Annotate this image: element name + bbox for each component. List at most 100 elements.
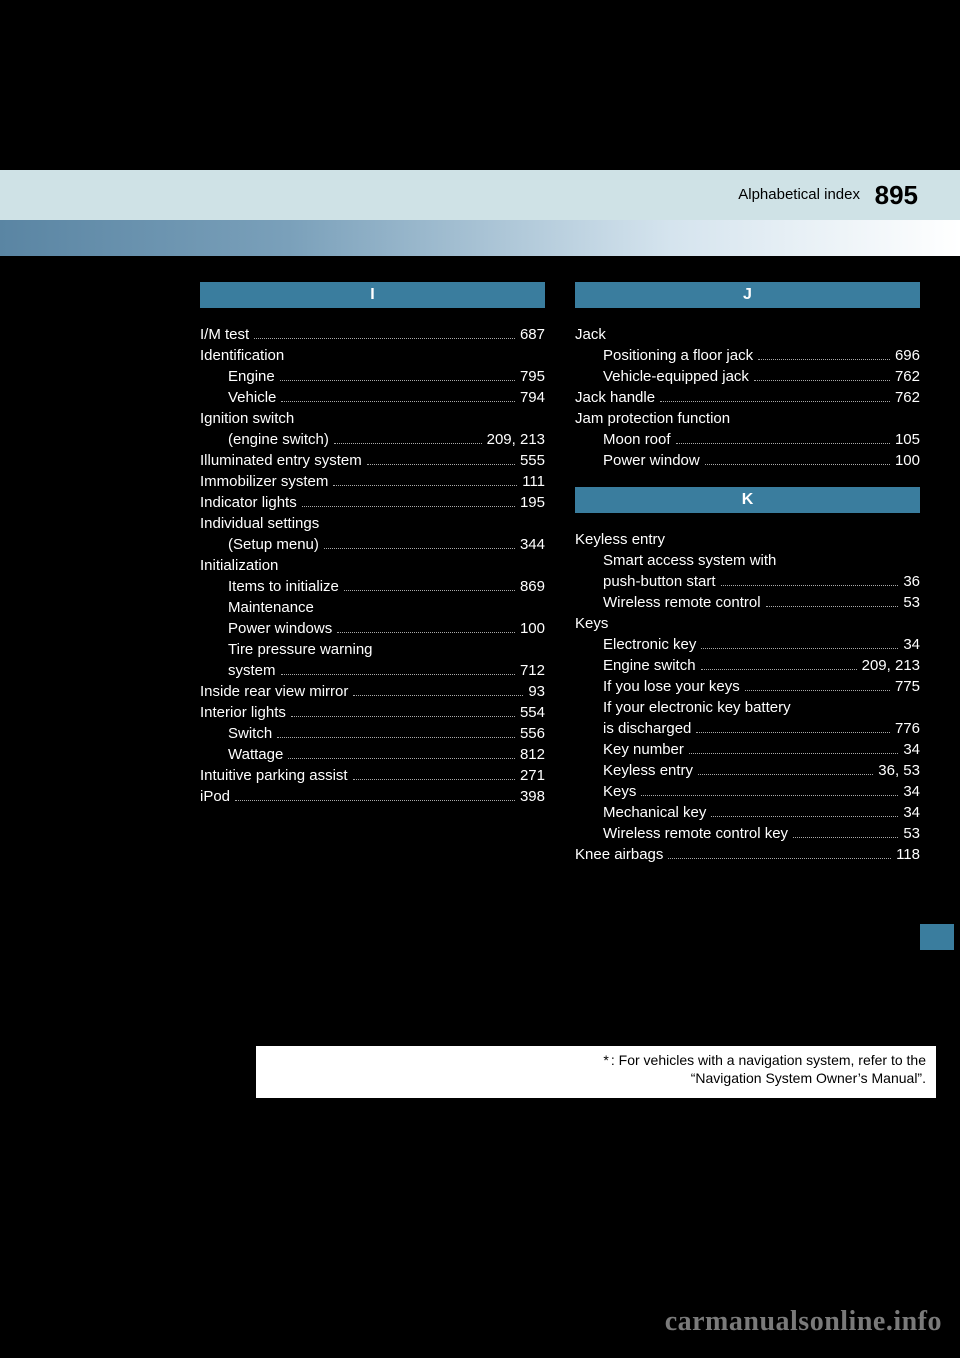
index-subentry: Power window 100	[575, 450, 920, 471]
index-label: Smart access system with	[603, 550, 776, 571]
leader-dots	[337, 632, 515, 633]
index-page-ref: 100	[895, 450, 920, 471]
index-label: Keyless entry	[575, 529, 665, 550]
index-page-ref: 53	[903, 823, 920, 844]
index-subentry: If you lose your keys775	[575, 676, 920, 697]
index-subentry: Wattage 812	[200, 744, 545, 765]
index-entry: Keys	[575, 613, 920, 634]
leader-dots	[721, 585, 899, 586]
index-entry: Initialization	[200, 555, 545, 576]
header-page-number: 895	[875, 180, 918, 211]
content-area: I I/M test687IdentificationEngine795Vehi…	[0, 256, 960, 1046]
index-page-ref: 36, 53	[878, 760, 920, 781]
index-page-ref: 555	[520, 450, 545, 471]
index-label: Jam protection function	[575, 408, 730, 429]
index-page-ref: 93	[528, 681, 545, 702]
index-page-ref: 209, 213	[862, 655, 920, 676]
index-subentry: push-button start36	[575, 571, 920, 592]
index-subentry: Engine 795	[200, 366, 545, 387]
index-subentry: Vehicle-equipped jack762	[575, 366, 920, 387]
leader-dots	[302, 506, 515, 507]
index-entry: Indicator lights195	[200, 492, 545, 513]
leader-dots	[668, 858, 891, 859]
index-page-ref: 111	[522, 471, 545, 492]
index-label: Wattage	[228, 744, 283, 765]
index-label: Initialization	[200, 555, 278, 576]
index-subentry: If your electronic key battery	[575, 697, 920, 718]
index-entry: Interior lights 554	[200, 702, 545, 723]
index-label: system	[228, 660, 276, 681]
leader-dots	[698, 774, 873, 775]
index-label: Maintenance	[228, 597, 314, 618]
section-header-k: K	[575, 487, 920, 513]
index-label: I/M test	[200, 324, 249, 345]
index-label: Items to initialize	[228, 576, 339, 597]
index-page-ref: 712	[520, 660, 545, 681]
index-subentry: Switch556	[200, 723, 545, 744]
index-page-ref: 762	[895, 366, 920, 387]
index-subentry: Keyless entry 36, 53	[575, 760, 920, 781]
index-label: Identification	[200, 345, 284, 366]
index-subentry: (Setup menu) 344	[200, 534, 545, 555]
watermark: carmanualsonline.info	[665, 1306, 942, 1338]
index-subentry: Positioning a floor jack696	[575, 345, 920, 366]
leader-dots	[660, 401, 890, 402]
leader-dots	[701, 669, 857, 670]
index-subentry: (engine switch)209, 213	[200, 429, 545, 450]
index-page-ref: 812	[520, 744, 545, 765]
index-page-ref: 118	[896, 844, 920, 865]
index-label: Immobilizer system	[200, 471, 328, 492]
leader-dots	[291, 716, 515, 717]
index-label: Wireless remote control	[603, 592, 761, 613]
spacer	[575, 471, 920, 487]
index-label: Indicator lights	[200, 492, 297, 513]
index-page-ref: 344	[520, 534, 545, 555]
leader-dots	[711, 816, 898, 817]
index-label: Engine	[228, 366, 275, 387]
leader-dots	[758, 359, 890, 360]
index-label: Keyless entry	[603, 760, 693, 781]
index-label: Switch	[228, 723, 272, 744]
leader-dots	[324, 548, 515, 549]
column-left: I I/M test687IdentificationEngine795Vehi…	[200, 282, 545, 1036]
index-subentry: Engine switch 209, 213	[575, 655, 920, 676]
index-page-ref: 100	[520, 618, 545, 639]
index-label: iPod	[200, 786, 230, 807]
index-label: Power window	[603, 450, 700, 471]
leader-dots	[280, 380, 515, 381]
index-entry: Jam protection function	[575, 408, 920, 429]
leader-dots	[254, 338, 515, 339]
index-page-ref: 271	[520, 765, 545, 786]
index-page-ref: 554	[520, 702, 545, 723]
leader-dots	[793, 837, 898, 838]
index-entry: Identification	[200, 345, 545, 366]
leader-dots	[353, 779, 515, 780]
index-page-ref: 795	[520, 366, 545, 387]
index-label: Knee airbags	[575, 844, 663, 865]
index-entry: I/M test687	[200, 324, 545, 345]
index-entry: Ignition switch	[200, 408, 545, 429]
index-page-ref: 696	[895, 345, 920, 366]
index-page-ref: 34	[903, 781, 920, 802]
index-label: (Setup menu)	[228, 534, 319, 555]
leader-dots	[676, 443, 890, 444]
footnote-star: *	[603, 1052, 608, 1068]
index-entry: Illuminated entry system555	[200, 450, 545, 471]
leader-dots	[705, 464, 890, 465]
side-tab	[920, 924, 954, 950]
leader-dots	[754, 380, 890, 381]
index-label: Mechanical key	[603, 802, 706, 823]
header-title: Alphabetical index	[738, 186, 860, 203]
leader-dots	[344, 590, 515, 591]
index-label: Tire pressure warning	[228, 639, 373, 660]
index-label: Electronic key	[603, 634, 696, 655]
index-page-ref: 105	[895, 429, 920, 450]
index-label: Ignition switch	[200, 408, 294, 429]
index-page-ref: 34	[903, 634, 920, 655]
index-subentry: is discharged776	[575, 718, 920, 739]
index-label: Engine switch	[603, 655, 696, 676]
index-page-ref: 776	[895, 718, 920, 739]
footnote-line-2: “Navigation System Owner’s Manual”.	[266, 1070, 926, 1086]
index-page-ref: 36	[903, 571, 920, 592]
index-label: Interior lights	[200, 702, 286, 723]
